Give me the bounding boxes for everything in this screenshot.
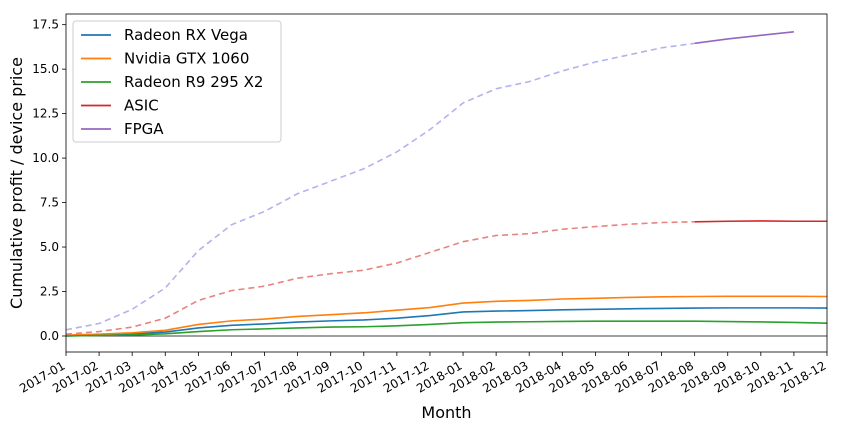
legend-label-radeon-rx-vega: Radeon RX Vega xyxy=(124,26,248,44)
series-line-nvidia-gtx-1060 xyxy=(65,295,828,336)
series-line-fpga xyxy=(694,30,794,45)
y-tick-label: 10.0 xyxy=(32,151,59,165)
legend-box xyxy=(72,20,282,143)
plot-frame xyxy=(65,13,828,353)
legend-label-fpga: FPGA xyxy=(124,120,164,138)
series-line-fpga-estimated xyxy=(65,42,695,331)
y-axis: 0.0 2.5 5.0 7.5 10.0 12.5 15.0 17.5 xyxy=(32,18,66,343)
y-axis-label: Cumulative profit / device price xyxy=(7,57,26,309)
legend-label-asic: ASIC xyxy=(124,97,159,115)
series-line-radeon-rx-vega xyxy=(65,307,828,337)
plot-area xyxy=(65,13,828,353)
y-tick-label: 15.0 xyxy=(32,62,59,76)
legend-label-radeon-r9-295-x2: Radeon R9 295 X2 xyxy=(124,73,263,91)
y-tick-label: 5.0 xyxy=(40,240,59,254)
y-tick-label: 7.5 xyxy=(40,196,59,210)
x-axis-label: Month xyxy=(421,403,471,422)
y-tick-label: 0.0 xyxy=(40,329,59,343)
y-tick-label: 12.5 xyxy=(32,107,59,121)
legend-label-nvidia-gtx-1060: Nvidia GTX 1060 xyxy=(124,50,249,68)
series-line-radeon-r9-295-x2 xyxy=(65,320,828,337)
y-tick-label: 17.5 xyxy=(32,18,59,32)
legend: Radeon RX Vega Nvidia GTX 1060 Radeon R9 2… xyxy=(72,20,282,143)
y-tick-label: 2.5 xyxy=(40,285,59,299)
series-line-asic-estimated xyxy=(65,220,695,336)
series-line-asic xyxy=(694,220,827,223)
